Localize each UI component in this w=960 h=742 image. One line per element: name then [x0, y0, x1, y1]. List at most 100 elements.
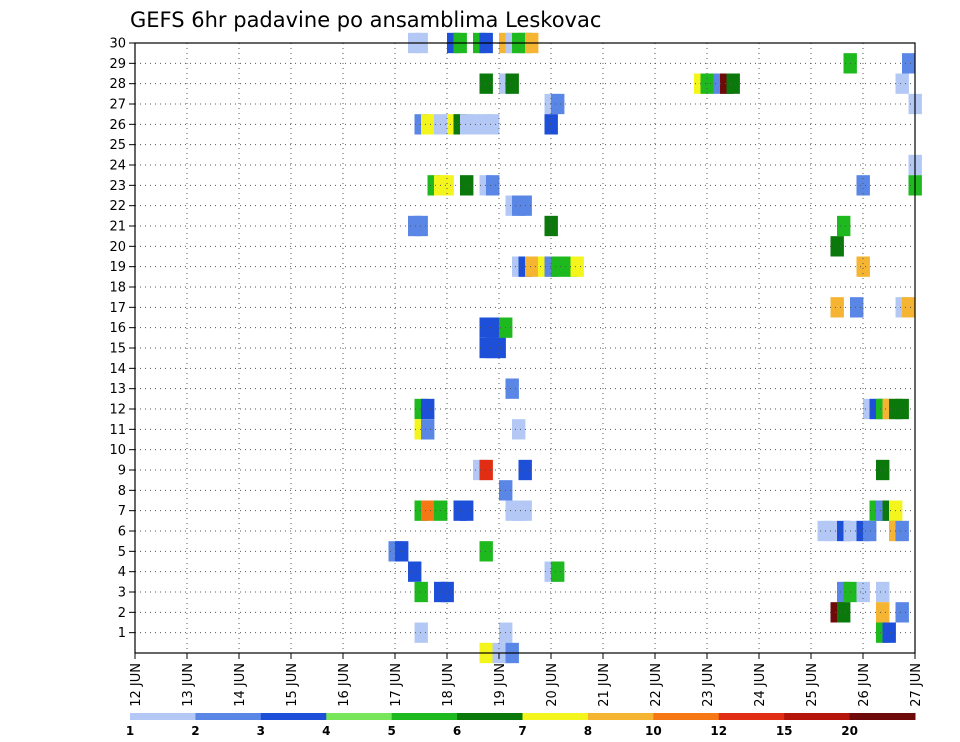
precip-cell [856, 256, 870, 277]
y-tick-label: 11 [109, 423, 126, 438]
x-tick-label: 26 JUN [857, 663, 872, 707]
y-tick-label: 13 [109, 382, 126, 397]
precip-cell [726, 73, 740, 94]
legend-label: 2 [191, 724, 199, 738]
y-tick-label: 12 [109, 403, 126, 418]
precip-cell [492, 337, 506, 359]
legend-label: 7 [518, 724, 526, 738]
precip-cell [460, 175, 474, 196]
y-tick-label: 30 [109, 37, 126, 52]
x-tick-label: 19 JUN [493, 663, 508, 707]
precip-cell [440, 581, 454, 603]
y-tick-label: 20 [109, 240, 126, 255]
color-legend: 1 2 3 4 5 6 7 8 10 12 15 20 [126, 713, 916, 738]
precip-cell [902, 297, 916, 318]
precip-cell [525, 256, 539, 277]
precip-cell [882, 622, 896, 643]
precip-cell [460, 500, 474, 521]
legend-label: 10 [645, 724, 662, 738]
legend-label: 20 [841, 724, 858, 738]
y-tick-label: 7 [118, 504, 126, 519]
precip-cell [551, 256, 565, 277]
precip-cell [505, 73, 519, 94]
legend-swatch [522, 713, 589, 720]
y-tick-label: 28 [109, 77, 126, 92]
y-tick-label: 21 [109, 220, 126, 235]
y-tick-label: 3 [118, 586, 126, 601]
x-tick-label: 21 JUN [597, 663, 612, 707]
precip-cell [863, 520, 877, 542]
legend-swatch [260, 713, 327, 720]
precip-cell [479, 73, 493, 94]
precip-cell [902, 53, 916, 74]
legend-label: 12 [710, 724, 727, 738]
y-tick-label: 26 [109, 118, 126, 133]
x-tick-label: 15 JUN [285, 663, 300, 707]
precip-cell [856, 175, 870, 196]
legend-swatch [849, 713, 916, 720]
precip-cell [408, 561, 422, 582]
x-tick-label: 16 JUN [337, 663, 352, 707]
x-tick-label: 24 JUN [753, 663, 768, 707]
precip-cell [876, 581, 890, 603]
legend-swatch [653, 713, 720, 720]
y-tick-label: 25 [109, 138, 126, 153]
precip-cell [895, 73, 909, 94]
y-tick-label: 14 [109, 362, 126, 377]
precip-cell [837, 215, 851, 237]
chart-title: GEFS 6hr padavine po ansamblima Leskovac [130, 8, 601, 32]
precip-cell [414, 622, 428, 643]
precip-cell [856, 581, 870, 603]
precip-cell [544, 215, 558, 237]
precip-cell [512, 419, 526, 440]
y-tick-label: 19 [109, 260, 126, 275]
legend-label: 8 [584, 724, 592, 738]
legend-swatch [391, 713, 458, 720]
precip-cell [505, 378, 519, 399]
precip-cell [466, 114, 480, 135]
legend-label: 3 [257, 724, 265, 738]
y-tick-label: 23 [109, 179, 126, 194]
precip-cell [837, 602, 851, 623]
x-tick-label: 18 JUN [441, 663, 456, 707]
precip-cell [440, 175, 454, 196]
precip-cell [414, 581, 428, 603]
legend-swatch [718, 713, 785, 720]
precip-cell [479, 541, 493, 562]
precip-cell [421, 114, 435, 135]
y-axis-ticks: 1234567891011121314151617181920212223242… [109, 37, 135, 641]
x-tick-label: 25 JUN [805, 663, 820, 707]
x-tick-label: 27 JUN [909, 663, 924, 707]
precip-cell [486, 114, 500, 135]
precip-cell [876, 602, 890, 623]
precip-cell [551, 561, 565, 582]
x-tick-label: 17 JUN [389, 663, 404, 707]
x-tick-label: 22 JUN [649, 663, 664, 707]
y-tick-label: 16 [109, 321, 126, 336]
y-tick-label: 24 [109, 159, 126, 174]
precip-cell [895, 398, 909, 420]
legend-label: 6 [453, 724, 461, 738]
y-tick-label: 18 [109, 281, 126, 296]
y-tick-label: 9 [118, 464, 126, 479]
precip-cell [895, 602, 909, 623]
precip-cell [850, 297, 864, 318]
x-tick-label: 13 JUN [181, 663, 196, 707]
y-tick-label: 2 [118, 606, 126, 621]
y-tick-label: 4 [118, 565, 126, 580]
y-tick-label: 10 [109, 443, 126, 458]
y-tick-label: 1 [118, 626, 126, 641]
precip-cell [486, 175, 500, 196]
precip-cell [544, 114, 558, 135]
y-tick-label: 22 [109, 199, 126, 214]
x-tick-label: 14 JUN [233, 663, 248, 707]
precip-cell [421, 500, 435, 521]
legend-swatch [457, 713, 523, 720]
x-axis-ticks: 12 JUN 13 JUN 14 JUN 15 JUN 16 JUN 17 JUN 18 J… [129, 653, 924, 707]
grid-lines [135, 42, 915, 653]
precip-cell [395, 541, 409, 562]
precip-cell [421, 398, 435, 420]
x-tick-label: 20 JUN [545, 663, 560, 707]
y-tick-label: 27 [109, 98, 126, 113]
